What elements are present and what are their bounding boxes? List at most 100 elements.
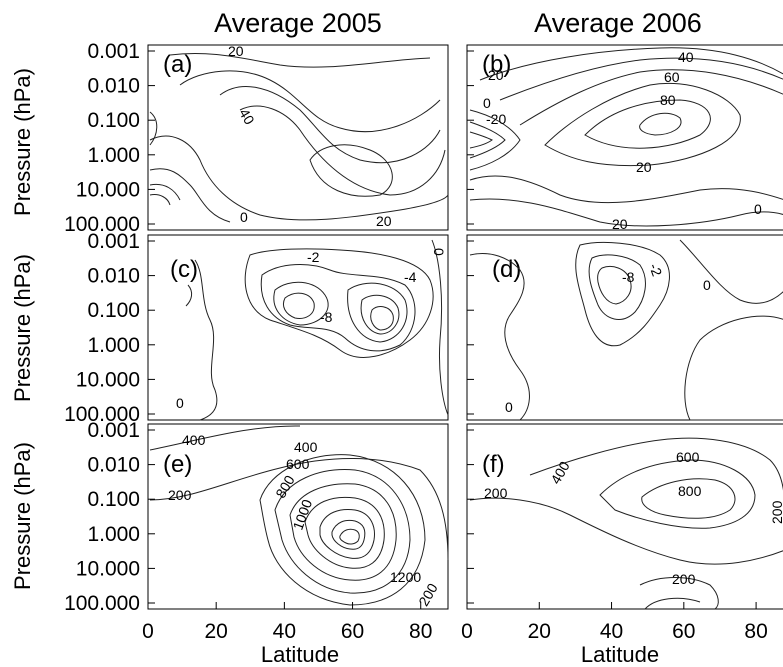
contour-label: 0 bbox=[483, 95, 491, 111]
contour-line bbox=[239, 105, 446, 196]
contour-label: 20 bbox=[636, 159, 652, 175]
panel-b: (b) 20 40 60 80 0 -20 20 20 0 bbox=[466, 44, 783, 232]
contour-line bbox=[644, 597, 701, 610]
x-ticks: 0 20 40 60 80 0 20 40 60 80 bbox=[142, 602, 768, 643]
contour-label: 40 bbox=[236, 106, 258, 128]
contour-line bbox=[544, 82, 741, 167]
panel-c-label: (c) bbox=[170, 256, 198, 283]
contour-label: 0 bbox=[703, 277, 711, 293]
contour-line bbox=[597, 266, 632, 305]
y-tick-label: 10.000 bbox=[76, 557, 140, 580]
y-tick-label: 100.000 bbox=[64, 403, 140, 426]
contour-line bbox=[431, 239, 449, 416]
contour-line bbox=[149, 194, 171, 206]
contour-label: 200 bbox=[484, 485, 508, 501]
contour-label: -8 bbox=[320, 309, 333, 325]
contour-label: 0 bbox=[240, 209, 248, 225]
y-tick-label: 10.000 bbox=[76, 178, 140, 201]
panel-b-contours bbox=[469, 47, 783, 227]
contour-line bbox=[331, 519, 366, 550]
contour-line bbox=[149, 111, 158, 146]
contour-label: 80 bbox=[660, 92, 676, 108]
y-tick-label: 100.000 bbox=[64, 213, 140, 236]
contour-label: 200 bbox=[769, 500, 783, 524]
contour-label: 20 bbox=[488, 67, 504, 83]
y-tick-label: 0.001 bbox=[87, 419, 140, 442]
contour-label: 400 bbox=[182, 432, 206, 448]
x-tick-label: 60 bbox=[341, 620, 364, 643]
contour-label: 600 bbox=[676, 449, 700, 465]
contour-line bbox=[169, 52, 431, 68]
y-tick-label: 1.000 bbox=[87, 523, 140, 546]
y-tick-label: 1.000 bbox=[87, 334, 140, 357]
contour-label: 800 bbox=[678, 483, 702, 499]
panel-f-contours bbox=[469, 437, 783, 610]
x-tick-label: 20 bbox=[528, 620, 551, 643]
x-tick-label: 40 bbox=[273, 620, 296, 643]
panel-c-frame bbox=[147, 234, 449, 421]
contour-line bbox=[149, 168, 231, 223]
column-title-2006: Average 2006 bbox=[534, 8, 702, 38]
y-tick-label: 100.000 bbox=[64, 592, 140, 615]
y-axis-title-row2: Pressure (hPa) bbox=[10, 254, 35, 402]
contour-line bbox=[319, 509, 375, 559]
contour-line bbox=[639, 112, 682, 136]
contour-line bbox=[499, 57, 783, 101]
contour-line bbox=[469, 121, 506, 159]
contour-line bbox=[244, 248, 434, 358]
contour-line bbox=[575, 241, 670, 347]
panel-f-frame bbox=[466, 423, 783, 610]
x-tick-label: 60 bbox=[672, 620, 695, 643]
contour-label: 600 bbox=[286, 456, 310, 472]
contour-line bbox=[194, 259, 218, 421]
contour-line bbox=[289, 483, 397, 581]
y-tick-label: 0.100 bbox=[87, 299, 140, 322]
contour-label: -20 bbox=[486, 111, 506, 127]
contour-line bbox=[588, 254, 646, 320]
contour-line bbox=[641, 478, 736, 519]
contour-line bbox=[282, 292, 315, 319]
contour-line bbox=[273, 281, 329, 326]
panel-c: (c) -2 -4 0 -8 0 bbox=[147, 234, 449, 421]
contour-line bbox=[584, 99, 711, 149]
panel-d-frame bbox=[466, 234, 783, 421]
contour-line bbox=[639, 577, 719, 610]
panel-e-contours bbox=[149, 425, 449, 606]
y-tick-label: 0.010 bbox=[87, 265, 140, 288]
x-tick-label: 20 bbox=[205, 620, 228, 643]
x-axis-title-right: Latitude bbox=[581, 642, 659, 667]
contour-label: 20 bbox=[376, 213, 392, 229]
contour-line bbox=[185, 284, 193, 307]
panel-a: (a) 20 40 20 0 bbox=[147, 43, 449, 231]
contour-label: 400 bbox=[547, 458, 573, 486]
contour-label: 200 bbox=[168, 487, 192, 503]
panel-f: (f) 400 600 800 200 200 200 bbox=[466, 423, 783, 610]
y-tick-label: 0.001 bbox=[87, 230, 140, 253]
x-tick-label: 80 bbox=[744, 620, 767, 643]
contour-line bbox=[469, 109, 521, 171]
contour-label: -8 bbox=[622, 269, 635, 285]
y-tick-label: 0.100 bbox=[87, 488, 140, 511]
panel-d-contours bbox=[469, 239, 783, 421]
panel-d: (d) -8 -2 0 0 bbox=[466, 234, 783, 421]
x-tick-label: 40 bbox=[600, 620, 623, 643]
contour-label: 1200 bbox=[390, 569, 421, 585]
contour-line bbox=[149, 183, 181, 201]
panel-f-label: (f) bbox=[482, 451, 505, 478]
contour-label: -2 bbox=[307, 249, 320, 265]
contour-line bbox=[370, 306, 394, 331]
y-tick-label: 10.000 bbox=[76, 368, 140, 391]
y-tick-label: 0.010 bbox=[87, 75, 140, 98]
contour-label: 20 bbox=[228, 43, 244, 59]
y-tick-label: 0.010 bbox=[87, 454, 140, 477]
contour-label: 0 bbox=[754, 201, 762, 217]
contour-line bbox=[259, 454, 426, 606]
contour-line bbox=[179, 70, 441, 133]
contour-line bbox=[339, 528, 360, 545]
x-tick-label: 80 bbox=[409, 620, 432, 643]
contour-line bbox=[469, 198, 783, 227]
column-title-2005: Average 2005 bbox=[214, 8, 382, 38]
contour-line bbox=[309, 144, 393, 197]
contour-label: 200 bbox=[672, 571, 696, 587]
